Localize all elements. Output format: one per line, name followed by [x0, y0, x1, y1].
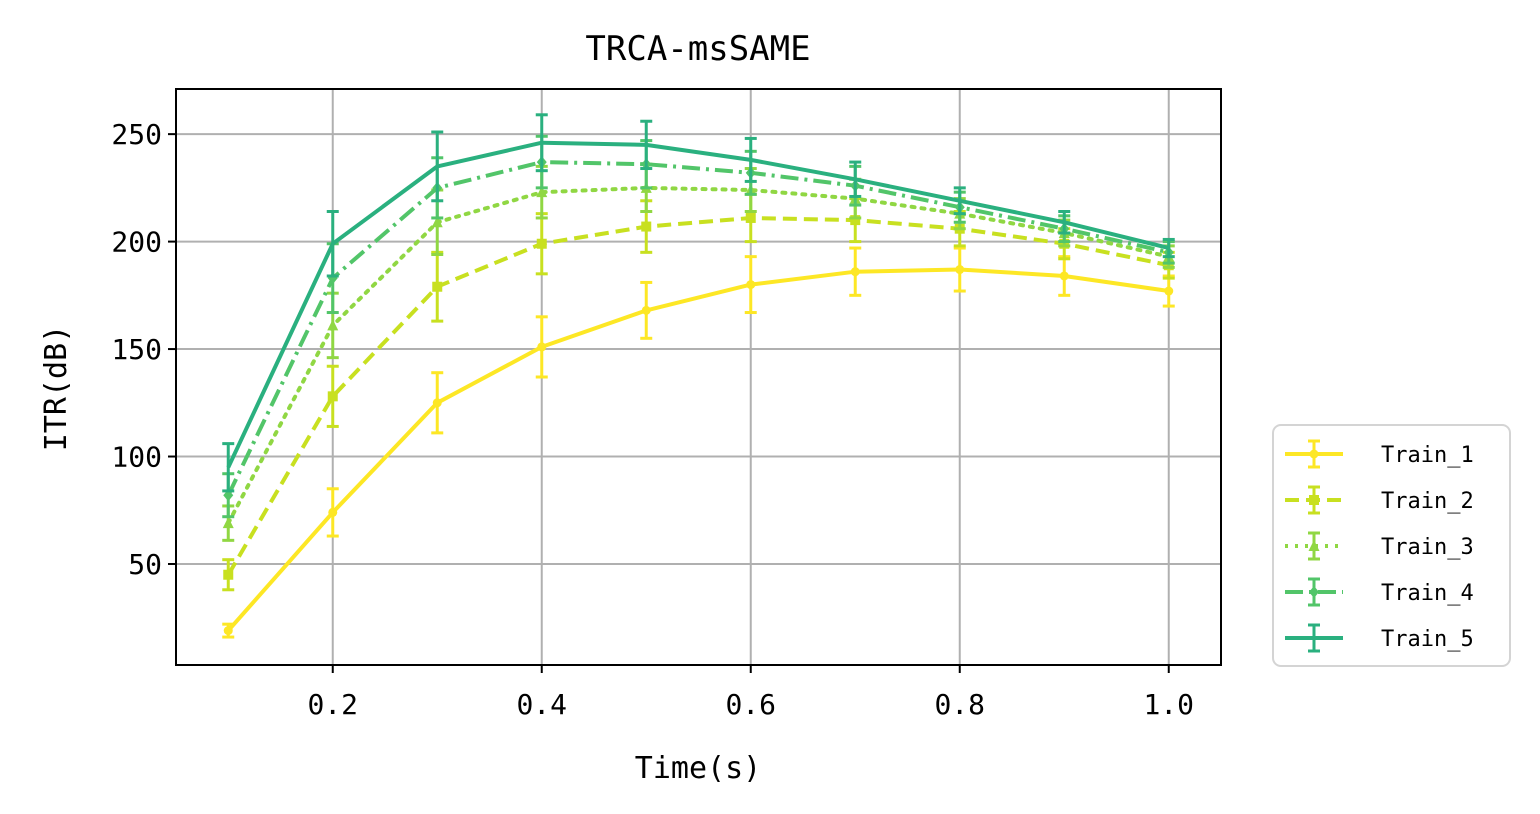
data-point: [641, 305, 651, 315]
legend-label: Train_5: [1381, 627, 1474, 652]
x-tick-label: 0.6: [725, 688, 776, 721]
legend-item: Train_1: [1285, 439, 1474, 469]
data-point: [641, 221, 652, 232]
data-point: [955, 265, 965, 275]
legend-item: Train_2: [1285, 485, 1474, 515]
data-point: [536, 186, 548, 198]
legend: Train_1 Train_2 Train_3 Train_4 Train_5: [1272, 424, 1511, 667]
series-line: [226, 216, 1170, 576]
legend-label: Train_2: [1381, 489, 1474, 514]
series-line: [226, 185, 1171, 526]
y-tick-label: 50: [128, 548, 162, 581]
data-point: [1059, 271, 1069, 281]
x-tick-label: 0.4: [516, 688, 567, 721]
data-point: [431, 216, 443, 228]
legend-label: Train_4: [1381, 581, 1474, 606]
series-line: [226, 140, 1170, 469]
data-point: [536, 238, 547, 249]
data-point: [222, 517, 234, 529]
y-tick-label: 200: [111, 226, 162, 259]
data-point: [432, 398, 442, 408]
data-point: [432, 281, 443, 292]
series-line: [226, 160, 1170, 497]
data-point: [328, 507, 338, 517]
axis-ticks: 0.2 0.4 0.6 0.8 1.0 50 100 150 200 250: [111, 118, 1194, 721]
series-layer: [222, 113, 1175, 639]
data-point: [327, 319, 339, 331]
x-tick-label: 0.8: [934, 688, 985, 721]
data-point: [745, 212, 756, 223]
legend-item: Train_4: [1285, 577, 1474, 607]
data-point: [537, 342, 547, 352]
series-2: [222, 192, 1175, 592]
y-tick-label: 100: [111, 441, 162, 474]
legend-item: Train_5: [1285, 623, 1474, 653]
x-axis-label: Time(s): [635, 751, 761, 786]
plot-frame: [175, 88, 1222, 666]
legend-marker: [1308, 540, 1320, 551]
data-point: [327, 391, 338, 402]
legend-marker: [1309, 495, 1319, 505]
data-point: [223, 569, 234, 580]
y-tick-label: 250: [111, 118, 162, 151]
series-line: [226, 267, 1170, 632]
series-1: [222, 246, 1175, 639]
series-4: [222, 134, 1175, 519]
legend-box: [1272, 424, 1511, 667]
legend-item: Train_3: [1285, 531, 1474, 561]
legend-label: Train_1: [1381, 443, 1474, 468]
legend-label: Train_3: [1381, 535, 1474, 560]
y-tick-label: 150: [111, 333, 162, 366]
chart-title: TRCA-msSAME: [585, 29, 810, 69]
data-point: [746, 280, 756, 290]
data-point: [223, 626, 233, 636]
series-5: [222, 113, 1175, 493]
data-point: [850, 215, 861, 226]
legend-marker: [1309, 449, 1319, 459]
x-tick-label: 0.2: [307, 688, 358, 721]
data-point: [1164, 286, 1174, 296]
legend-marker: [1309, 586, 1319, 598]
data-point: [850, 267, 860, 277]
y-axis-label: ITR(dB): [39, 325, 74, 451]
x-tick-label: 1.0: [1143, 688, 1194, 721]
